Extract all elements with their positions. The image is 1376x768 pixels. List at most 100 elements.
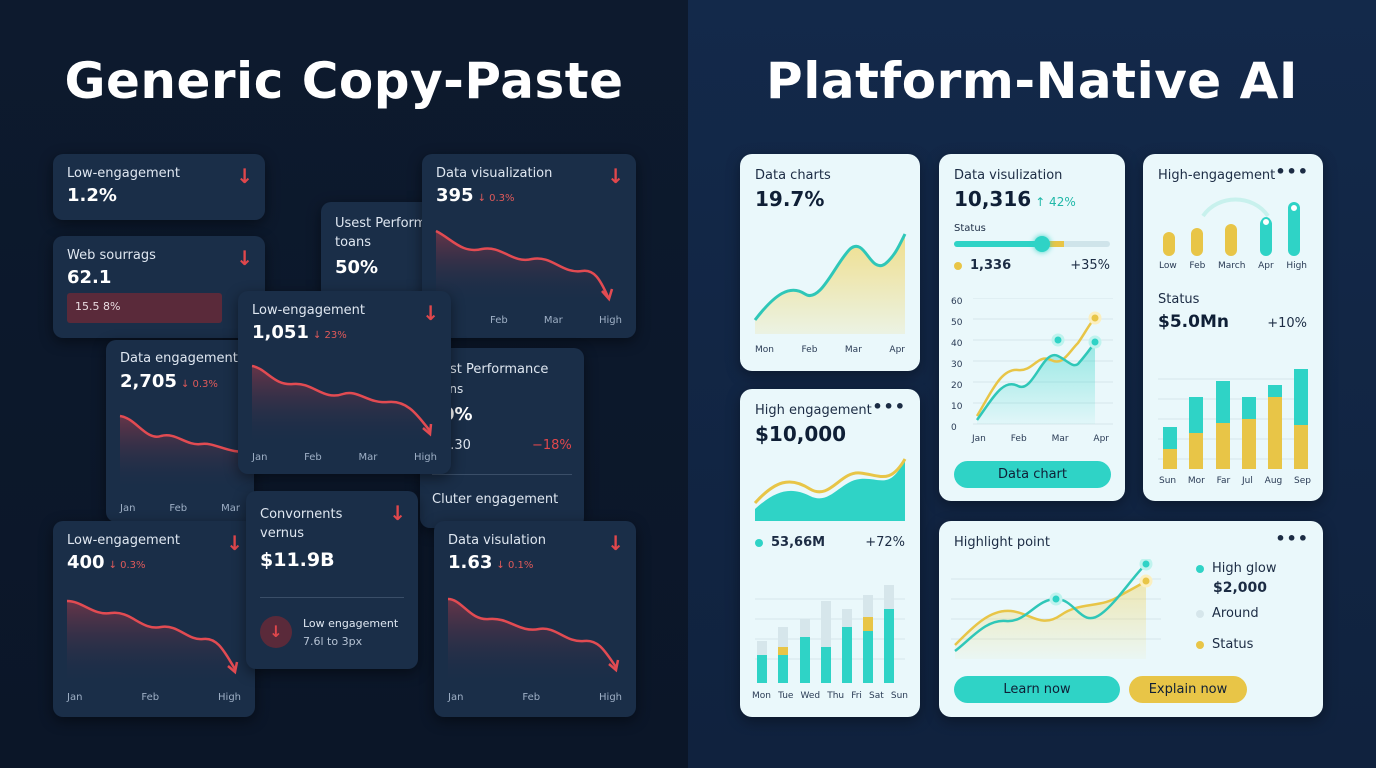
x-axis-labels: Mon Tue Wed Thu Fri Sat Sun	[752, 691, 908, 701]
x-axis-labels: Sun Mor Far Jul Aug Sep	[1159, 476, 1311, 486]
card-label: High engagement	[755, 403, 872, 418]
x-axis-labels: Jan Feb Mar Apr	[972, 434, 1109, 444]
more-options-icon[interactable]: •••	[1275, 529, 1309, 548]
data-visualization-card[interactable]: Data visualization 395 ↓ 0.3% ↓ Feb Mar Hig…	[422, 154, 636, 338]
down-arrow-icon: ↓	[236, 164, 253, 188]
down-arrow-icon: ↓	[607, 164, 624, 188]
data-charts-card[interactable]: Data charts 19.7% Mon Feb Mar Apr	[740, 154, 920, 371]
metric-change: +35%	[1070, 258, 1110, 273]
slider-handle[interactable]	[1034, 236, 1050, 252]
card-label-line2: vernus	[260, 526, 305, 541]
item-subtitle: 7.6l to 3px	[303, 635, 363, 648]
high-engagement-card[interactable]: High-engagement ••• Low Feb March Apr High S…	[1143, 154, 1323, 501]
web-sources-card[interactable]: Web sourrags 62.1 ↓ 15.5 8%	[53, 236, 265, 338]
card-label: High-engagement	[1158, 168, 1276, 183]
left-panel: Generic Copy-Paste Low-engagement 1.2% ↓…	[0, 0, 688, 768]
area-chart	[753, 233, 907, 334]
down-arrow-icon: ↓	[260, 616, 292, 648]
card-value: $10,000	[755, 422, 847, 446]
stacked-bar-chart	[1158, 369, 1308, 469]
x-axis-labels: Feb Mar High	[490, 315, 622, 326]
down-arrow-icon: ↓	[226, 531, 243, 555]
card-value: 2,705 ↓ 0.3%	[120, 371, 218, 392]
wave-area-chart	[753, 458, 907, 521]
high-engagement-value-card[interactable]: High engagement ••• $10,000 53,66M +72% …	[740, 389, 920, 717]
card-change: ↓ 0.3%	[477, 193, 515, 204]
card-value: 395 ↓ 0.3%	[436, 185, 515, 206]
item-title: Low engagement	[303, 617, 399, 630]
conversions-card[interactable]: Convornents vernus $11.9B ↓ ↓ Low engage…	[246, 491, 418, 669]
card-change: ↓ 0.3%	[108, 560, 146, 571]
card-value: 62.1	[67, 267, 112, 288]
data-visualization-card[interactable]: Data visulization 10,316 ↑ 42% Status 1,3…	[939, 154, 1125, 501]
data-visualation-card[interactable]: Data visulation 1.63 ↓ 0.1% ↓ Jan Feb High	[434, 521, 636, 717]
low-engagement-card-2[interactable]: Low-engagement 400 ↓ 0.3% ↓ Jan Feb High	[53, 521, 255, 717]
divider	[432, 474, 572, 475]
card-label: est Performance	[442, 362, 549, 377]
more-options-icon[interactable]: •••	[1275, 162, 1309, 181]
card-label: Low-engagement	[67, 166, 180, 181]
red-trend-chart	[447, 597, 620, 686]
highlight-point-card[interactable]: Highlight point ••• High glow $2,000 Aro…	[939, 521, 1323, 717]
card-value: 10,316 ↑ 42%	[954, 187, 1076, 211]
gauge-bars	[1163, 197, 1300, 256]
card-label: Low-engagement	[67, 533, 180, 548]
explain-now-button[interactable]: Explain now	[1129, 676, 1247, 703]
x-axis-labels: Mon Feb Mar Apr	[755, 345, 905, 355]
card-value: 50%	[335, 257, 379, 278]
low-engagement-chart-card[interactable]: Low-engagement 1,051 ↓ 23% ↓ Jan Feb Mar Hig…	[238, 291, 451, 474]
down-arrow-icon: ↓	[607, 531, 624, 555]
metric-value: 1,336	[954, 258, 1011, 273]
card-value: $11.9B	[260, 549, 335, 571]
progress-bar: 15.5 8%	[67, 293, 222, 323]
x-axis-labels: Jan Feb Mar	[120, 503, 240, 514]
x-axis-labels: Jan Feb High	[67, 692, 241, 703]
status-change: +10%	[1267, 316, 1307, 331]
status-value: $5.0Mn	[1158, 312, 1229, 332]
status-slider[interactable]	[954, 236, 1110, 252]
highlight-line-chart	[951, 559, 1161, 659]
status-label: Status	[954, 223, 986, 234]
card-label: Web sourrags	[67, 248, 156, 263]
red-trend-chart	[251, 364, 433, 446]
x-axis-labels: Jan Feb Mar High	[252, 452, 437, 463]
card-label: Low-engagement	[252, 303, 365, 318]
metric-change: +72%	[865, 535, 905, 550]
card-change: ↑ 42%	[1035, 195, 1076, 209]
card-label: Data charts	[755, 168, 831, 183]
card-change: ↓ 0.3%	[180, 379, 218, 390]
right-title: Platform-Native AI	[766, 52, 1298, 110]
card-label: Data engagement	[120, 351, 238, 366]
metric-value: 53,66M	[755, 535, 825, 550]
right-panel: Platform-Native AI Data charts 19.7% Mon…	[688, 0, 1376, 768]
card-value: 400 ↓ 0.3%	[67, 552, 146, 573]
progress-text: 15.5 8%	[75, 300, 121, 313]
card-label: Data visulation	[448, 533, 546, 548]
down-arrow-icon: ↓	[422, 301, 439, 325]
left-title: Generic Copy-Paste	[64, 52, 624, 110]
card-change: ↓ 23%	[312, 330, 347, 341]
data-chart-button[interactable]: Data chart	[954, 461, 1111, 488]
y-axis-ticks: 60 50 40 30 20 10 0	[951, 297, 963, 433]
legend-item-high-glow: High glow	[1196, 561, 1276, 576]
card-value: 19.7%	[755, 187, 825, 211]
more-options-icon[interactable]: •••	[872, 397, 906, 416]
red-trend-chart	[435, 229, 614, 304]
card-label: Highlight point	[954, 535, 1050, 550]
data-engagement-card[interactable]: Data engagement 2,705 ↓ 0.3% Jan Feb Mar	[106, 340, 254, 522]
status-label: Status	[1158, 292, 1200, 307]
card-label: Data visualization	[436, 166, 553, 181]
x-axis-labels: Jan Feb High	[448, 692, 622, 703]
low-engagement-card[interactable]: Low-engagement 1.2% ↓	[53, 154, 265, 220]
card-label: Data visulization	[954, 168, 1063, 183]
legend-item-around: Around	[1196, 606, 1259, 621]
top-labels: Low Feb March Apr High	[1159, 261, 1307, 271]
down-arrow-icon: ↓	[236, 246, 253, 270]
card-value: 1.2%	[67, 185, 117, 206]
legend-value: $2,000	[1213, 580, 1268, 596]
learn-now-button[interactable]: Learn now	[954, 676, 1120, 703]
line-chart	[973, 298, 1113, 425]
divider	[260, 597, 404, 598]
sub-change: −18%	[532, 438, 572, 453]
footer-label: Cluter engagement	[432, 492, 559, 507]
